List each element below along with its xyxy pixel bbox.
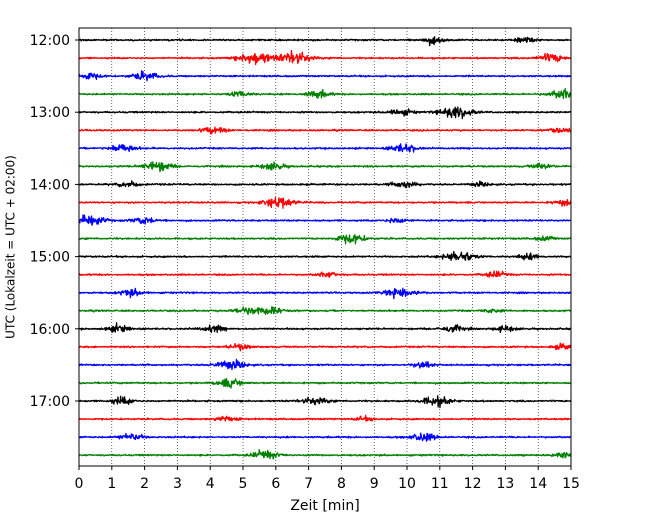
- trace-row-1200: [78, 36, 572, 47]
- trace-row-1315: [78, 126, 572, 135]
- trace-row-1545: [78, 306, 572, 316]
- trace-row-1215: [78, 49, 572, 66]
- y-tick-label-5: 17:00: [30, 394, 70, 410]
- x-tick-label-3: 3: [173, 476, 182, 492]
- x-tick-label-12: 12: [464, 476, 482, 492]
- trace-row-1515: [78, 270, 572, 278]
- x-tick-label-15: 15: [562, 476, 580, 492]
- x-tick-label-1: 1: [107, 476, 116, 492]
- seismic-traces: [78, 36, 572, 460]
- plot-frame: [78, 27, 572, 467]
- y-tick-label-0: 12:00: [30, 33, 70, 49]
- trace-row-1630: [78, 358, 572, 371]
- trace-row-1330: [78, 143, 572, 153]
- x-tick-label-6: 6: [271, 476, 280, 492]
- x-tick-label-13: 13: [496, 476, 514, 492]
- trace-row-1300: [78, 106, 572, 120]
- y-tick-label-3: 15:00: [30, 250, 70, 266]
- trace-row-1415: [78, 197, 572, 209]
- trace-row-1645: [78, 378, 572, 389]
- y-tick-label-1: 13:00: [30, 105, 70, 121]
- x-tick-label-5: 5: [239, 476, 248, 492]
- x-tick-label-10: 10: [398, 476, 416, 492]
- x-tick-label-2: 2: [140, 476, 149, 492]
- trace-row-1245: [78, 88, 572, 100]
- y-axis-label: UTC (Lokalzeit = UTC + 02:00): [4, 155, 18, 339]
- x-axis-label: Zeit [min]: [290, 498, 359, 514]
- trace-row-1715: [78, 414, 572, 422]
- trace-row-1400: [78, 180, 572, 189]
- tick-labels: 0 1 2 3 4 5 6 7 8 9 10 11 12 13 14 1512:0013:0014:0015:…: [30, 33, 580, 492]
- trace-row-1615: [78, 342, 572, 352]
- x-tick-label-8: 8: [337, 476, 346, 492]
- x-tick-label-11: 11: [431, 476, 449, 492]
- trace-row-1745: [78, 449, 572, 460]
- axis-ticks: [75, 39, 572, 470]
- y-tick-label-2: 14:00: [30, 177, 70, 193]
- trace-row-1445: [78, 234, 572, 245]
- trace-row-1230: [78, 70, 572, 82]
- x-tick-label-7: 7: [304, 476, 313, 492]
- y-tick-label-4: 16:00: [30, 322, 70, 338]
- trace-row-1700: [78, 395, 572, 409]
- trace-row-1530: [78, 287, 572, 300]
- trace-row-1345: [78, 161, 572, 173]
- trace-row-1730: [78, 432, 572, 442]
- trace-row-1600: [78, 322, 572, 334]
- trace-row-1500: [78, 250, 572, 261]
- grid: [111, 28, 539, 466]
- x-tick-label-14: 14: [529, 476, 547, 492]
- trace-row-1430: [78, 214, 572, 226]
- x-tick-label-0: 0: [75, 476, 84, 492]
- x-tick-label-9: 9: [370, 476, 379, 492]
- x-tick-label-4: 4: [206, 476, 215, 492]
- plot-area: [79, 28, 571, 466]
